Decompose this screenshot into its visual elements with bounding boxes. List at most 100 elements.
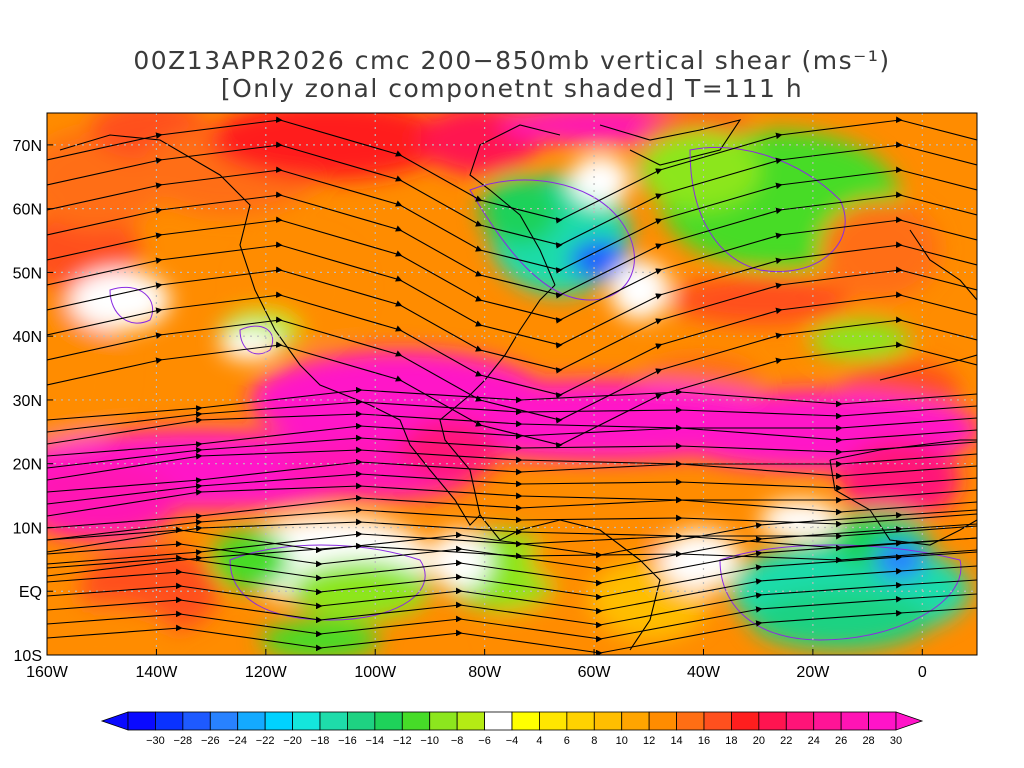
shading-blob <box>660 530 740 590</box>
colorbar-tick-label: 18 <box>725 735 737 747</box>
colorbar-swatch <box>566 711 595 731</box>
map-title-line-1: 00Z13APR2026 cmc 200−850mb vertical shea… <box>133 46 891 75</box>
colorbar-tick-label: 14 <box>670 735 682 747</box>
colorbar-swatch <box>511 711 540 731</box>
colorbar-swatch <box>648 711 677 731</box>
coastline <box>829 439 977 461</box>
colorbar-tick-label: −28 <box>174 735 193 747</box>
lat-tick-label: 60N <box>13 202 42 219</box>
colorbar-tick-label: −30 <box>146 735 165 747</box>
lon-tick-label: 100W <box>354 664 397 681</box>
colorbar-swatch <box>237 711 266 731</box>
colorbar-swatch <box>319 711 348 731</box>
colorbar-swatch <box>429 711 458 731</box>
colorbar-swatch <box>676 711 705 731</box>
map-frame <box>46 112 978 656</box>
colorbar-tick-label: 10 <box>616 735 628 747</box>
streamline <box>47 341 977 449</box>
lat-tick-label: 20N <box>13 457 42 474</box>
shading-blob <box>47 290 120 450</box>
colorbar-high-arrow <box>895 711 924 731</box>
colorbar-tick-label: −14 <box>366 735 385 747</box>
lon-tick-label: 160W <box>26 664 69 681</box>
colorbar-tick-label: −18 <box>311 735 330 747</box>
colorbar-swatch <box>292 711 321 731</box>
colorbar-tick-label: −4 <box>506 735 519 747</box>
colorbar-swatch <box>347 711 376 731</box>
lon-tick-label: 0 <box>918 664 927 681</box>
shading-blob <box>875 540 925 580</box>
lon-tick-label: 60W <box>578 664 612 681</box>
lat-tick-label: 70N <box>13 138 42 155</box>
colorbar-swatch <box>840 711 869 731</box>
shading-blob <box>640 130 760 210</box>
coastline <box>909 229 977 301</box>
lat-tick-label: 10S <box>14 648 42 665</box>
colorbar-swatch <box>621 711 650 731</box>
colorbar-swatch <box>785 711 815 731</box>
colorbar-swatch <box>593 711 623 731</box>
shading-blob <box>210 113 450 180</box>
colorbar-tick-label: −26 <box>201 735 220 747</box>
colorbar-tick-label: 4 <box>536 735 542 747</box>
colorbar-tick-label: −20 <box>283 735 302 747</box>
colorbar-tick-label: 22 <box>780 735 792 747</box>
map-panel <box>47 113 977 655</box>
colorbar-tick-label: 28 <box>862 735 874 747</box>
colorbar-tick-label: −8 <box>451 735 464 747</box>
colorbar-tick-label: 12 <box>643 735 655 747</box>
lat-tick-label: 40N <box>13 329 42 346</box>
colorbar-swatch <box>127 711 156 731</box>
colorbar-tick-label: 20 <box>753 735 765 747</box>
colorbar-tick-label: −16 <box>338 735 357 747</box>
colorbar-swatch <box>209 711 239 731</box>
shading-blob <box>820 200 940 300</box>
colorbar-swatch <box>182 711 211 731</box>
colorbar-low-arrow <box>100 711 129 731</box>
colorbar-swatch <box>401 711 431 731</box>
colorbar-swatch <box>374 711 403 731</box>
colorbar-swatch <box>264 711 293 731</box>
shading-blob <box>70 270 170 330</box>
colorbar: −30 −28 −26 −24 −22 −20 −18 −16 −14 −12 −10 −8 −6 −4 4… <box>100 711 924 747</box>
lat-tick-label: EQ <box>19 584 42 601</box>
lon-tick-label: 20W <box>796 664 830 681</box>
shading-blob <box>570 155 630 205</box>
colorbar-tick-label: 6 <box>564 735 570 747</box>
colorbar-swatch <box>703 711 732 731</box>
lon-tick-label: 140W <box>136 664 179 681</box>
shading-blob <box>840 440 960 520</box>
colorbar-swatch <box>484 711 513 731</box>
lon-tick-label: 80W <box>468 664 502 681</box>
lat-tick-label: 50N <box>13 265 42 282</box>
colorbar-swatch <box>155 711 184 731</box>
colorbar-tick-label: 8 <box>591 735 597 747</box>
zero-contour <box>109 286 154 324</box>
colorbar-swatch <box>758 711 787 731</box>
colorbar-tick-label: −22 <box>256 735 275 747</box>
colorbar-tick-label: 16 <box>698 735 710 747</box>
colorbar-swatch <box>868 711 897 731</box>
colorbar-tick-label: −24 <box>228 735 247 747</box>
colorbar-tick-label: 24 <box>808 735 820 747</box>
shear-streamlines <box>47 116 977 655</box>
shading-blob <box>210 530 290 590</box>
colorbar-swatch <box>813 711 842 731</box>
map-title-line-2: [Only zonal componetnt shaded] T=111 h <box>220 74 804 103</box>
shading-blob <box>260 620 380 655</box>
shading-blob <box>490 605 610 655</box>
colorbar-tick-label: 30 <box>890 735 902 747</box>
colorbar-tick-label: 26 <box>835 735 847 747</box>
lat-tick-label: 10N <box>13 520 42 537</box>
shading-blob <box>670 275 850 325</box>
colorbar-swatch <box>456 711 485 731</box>
colorbar-tick-label: −6 <box>478 735 491 747</box>
lon-tick-label: 40W <box>687 664 721 681</box>
lat-tick-label: 30N <box>13 393 42 410</box>
lon-tick-label: 120W <box>245 664 288 681</box>
streamline <box>47 607 977 655</box>
colorbar-swatch <box>539 711 568 731</box>
colorbar-tick-label: −12 <box>393 735 412 747</box>
